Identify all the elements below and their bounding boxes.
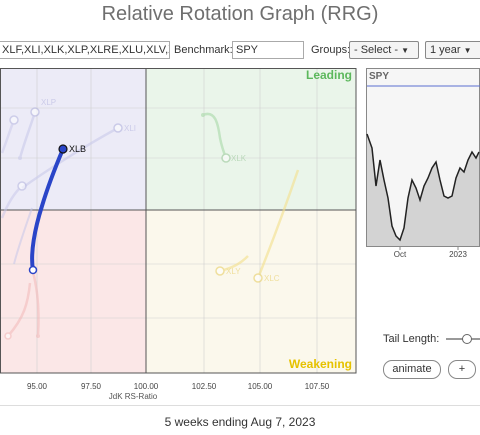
- xli-tail: XLI: [21, 123, 136, 190]
- page-title: Relative Rotation Graph (RRG): [101, 3, 379, 25]
- rrg-plot[interactable]: Leading Weakening XLP XLI XLK XLC: [0, 68, 360, 393]
- x-tick-label: 107.50: [305, 382, 330, 391]
- benchmark-chart: SPY Oct 2023: [366, 68, 480, 259]
- benchmark-price-line: [366, 133, 480, 242]
- chevron-down-icon: ▼: [401, 46, 409, 55]
- benchmark-input[interactable]: SPY: [232, 41, 304, 59]
- benchmark-label: Benchmark:: [174, 44, 233, 56]
- leading-quadrant: [146, 68, 356, 210]
- tail-length-slider-handle[interactable]: [462, 334, 472, 344]
- period-select[interactable]: 1 year ▼: [425, 41, 480, 59]
- x-axis-title: JdK RS-Ratio: [108, 392, 158, 401]
- xlu-tail: [4, 282, 32, 340]
- xly-tail-label: XLY: [226, 267, 241, 276]
- xlk-tail-label: XLK: [231, 154, 247, 163]
- xlb-head-marker[interactable]: [58, 144, 68, 154]
- weakening-quadrant: [146, 210, 356, 373]
- grid-lines: [0, 68, 356, 373]
- groups-label: Groups:: [311, 44, 351, 56]
- xly-tail: XLY: [215, 255, 249, 276]
- benchmark-chart-label: SPY: [369, 71, 389, 82]
- chevron-down-icon: ▼: [463, 46, 472, 55]
- xlc-tail-label: XLC: [264, 274, 280, 283]
- xlc-tail: XLC: [253, 169, 300, 283]
- x-tick-label: 100.00: [134, 382, 159, 391]
- lagging-quadrant: [0, 210, 146, 373]
- x-tick-label: 102.50: [192, 382, 217, 391]
- animate-button[interactable]: animate: [383, 360, 441, 379]
- benchmark-x-ticks: [399, 246, 459, 250]
- xlf-tail: [0, 181, 27, 219]
- benchmark-x-tick-label: Oct: [394, 250, 407, 259]
- plot-border: [0, 68, 357, 374]
- xlk-tail: XLK: [201, 112, 247, 163]
- tail-length-label: Tail Length:: [383, 333, 440, 345]
- xli-tail-label: XLI: [124, 124, 136, 133]
- symbols-input[interactable]: XLF,XLI,XLK,XLP,XLRE,XLU,XLV,XL: [0, 41, 170, 59]
- xlb-label: XLB: [69, 144, 86, 154]
- x-tick-label: 105.00: [248, 382, 273, 391]
- x-tick-labels: 95.00 97.50 100.00 102.50 105.00 107.50: [27, 382, 330, 391]
- footer-divider: [0, 405, 480, 406]
- leading-label: Leading: [306, 68, 352, 82]
- weakening-label: Weakening: [289, 357, 352, 371]
- plus-button[interactable]: +: [448, 360, 476, 379]
- period-select-value: 1 year: [430, 44, 461, 56]
- xlv-tail: [0, 115, 19, 154]
- xlp-tail-label: XLP: [41, 98, 56, 107]
- benchmark-x-tick-label: 2023: [449, 250, 467, 259]
- x-tick-label: 95.00: [27, 382, 48, 391]
- xlp-tail: XLP: [18, 98, 56, 160]
- groups-select-value: - Select -: [354, 44, 399, 56]
- period-footer: 5 weeks ending Aug 7, 2023: [164, 415, 316, 429]
- xlb-tail[interactable]: XLB: [28, 144, 87, 275]
- groups-select[interactable]: - Select - ▼: [349, 41, 419, 59]
- x-tick-label: 97.50: [81, 382, 102, 391]
- tail-length-slider[interactable]: [446, 334, 480, 344]
